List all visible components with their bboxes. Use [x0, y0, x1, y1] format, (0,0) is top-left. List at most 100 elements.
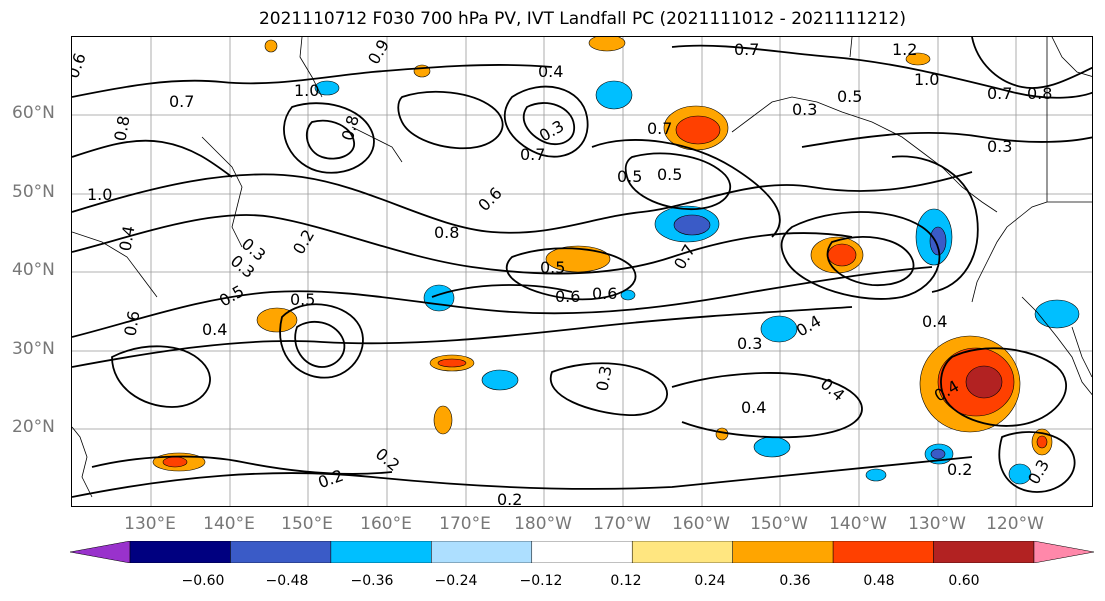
colorbar-segment — [933, 541, 1035, 563]
negative-anomaly-patch — [620, 289, 636, 301]
positive-anomaly-patch — [675, 115, 721, 145]
colorbar-segments — [70, 541, 1095, 563]
lon-label: 180°W — [514, 514, 572, 534]
contour-label: 0.3 — [737, 334, 762, 353]
contour-label: 0.5 — [540, 258, 565, 277]
map-canvas: 0.7 0.6 0.8 1.0 0.8 0.9 0.4 0.3 1.2 1.0 … — [72, 37, 1092, 507]
negative-anomaly-patch — [595, 80, 633, 110]
positive-anomaly-patch — [715, 427, 729, 441]
contour-label: 0.5 — [290, 290, 315, 309]
contour-label: 0.2 — [315, 466, 345, 493]
negative-anomaly-patch — [314, 80, 340, 96]
contour-label: 0.8 — [110, 114, 133, 142]
positive-anomaly-patch — [256, 307, 298, 333]
colorbar-extend-high — [1033, 541, 1095, 563]
lat-label: 60°N — [12, 103, 55, 123]
graticule — [72, 37, 1092, 506]
contour-label: 0.9 — [364, 37, 393, 68]
contour-label: 0.4 — [538, 62, 563, 81]
positive-anomaly-patch — [965, 365, 1003, 399]
colorbar-extend-low — [70, 541, 131, 563]
map-panel: 0.7 0.6 0.8 1.0 0.8 0.9 0.4 0.3 1.2 1.0 … — [71, 36, 1093, 507]
lon-label: 160°W — [672, 514, 730, 534]
colorbar-tick: 0.36 — [779, 573, 811, 589]
positive-anomaly-patch — [413, 64, 431, 78]
colorbar-segment — [129, 541, 231, 563]
positive-anomaly-patch — [264, 39, 278, 53]
colorbar-segment — [732, 541, 834, 563]
contour-label: 0.6 — [474, 183, 505, 214]
contour-label: 0.7 — [520, 145, 545, 164]
lat-label: 40°N — [12, 260, 55, 280]
contour-label: 0.2 — [497, 490, 522, 507]
contour-label: 0.8 — [434, 223, 459, 242]
colorbar-segment — [531, 541, 633, 563]
colorbar-tick: 0.60 — [948, 573, 980, 589]
contour-label: 0.3 — [592, 364, 615, 392]
negative-anomaly-patch — [1034, 299, 1080, 329]
colorbar-tick: −0.24 — [434, 573, 478, 589]
colorbar-tick: 0.48 — [863, 573, 895, 589]
lon-label: 140°E — [203, 514, 255, 534]
negative-anomaly-patch — [1008, 463, 1032, 485]
negative-anomaly-patch — [865, 468, 887, 482]
contour-label: 0.8 — [338, 113, 363, 143]
contour-label: 0.5 — [657, 165, 682, 184]
pv-contours — [72, 37, 1092, 498]
positive-anomaly-patch — [1036, 435, 1048, 449]
colorbar-tick: −0.36 — [350, 573, 394, 589]
negative-anomaly-patch — [930, 448, 946, 460]
contour-label: 0.3 — [792, 100, 817, 119]
contour-label: 1.2 — [892, 40, 917, 59]
colorbar-tick: −0.48 — [265, 573, 309, 589]
contour-label: 0.3 — [987, 137, 1012, 156]
contour-label: 0.4 — [793, 311, 825, 340]
contour-label: 0.8 — [1027, 84, 1052, 103]
positive-anomaly-patch — [827, 243, 857, 267]
colorbar-tick: −0.12 — [519, 573, 563, 589]
negative-anomaly-patch — [760, 315, 798, 343]
coastlines — [72, 37, 1092, 498]
contour-label: 0.5 — [216, 281, 248, 310]
contour-label: 0.7 — [647, 119, 672, 138]
colorbar-segment — [330, 541, 432, 563]
contour-label: 0.6 — [120, 309, 143, 337]
negative-anomaly-patch — [481, 369, 519, 391]
negative-anomaly-patch — [929, 226, 947, 256]
colorbar-segment — [230, 541, 332, 563]
negative-anomaly-patch — [423, 284, 455, 312]
contour-label: 0.4 — [202, 320, 227, 339]
lon-label: 140°W — [829, 514, 887, 534]
contour-label: 0.7 — [987, 84, 1012, 103]
contour-label: 0.2 — [947, 460, 972, 479]
contour-label: 1.0 — [87, 185, 112, 204]
colorbar-tick: 0.12 — [610, 573, 642, 589]
contour-label: 1.0 — [294, 81, 319, 100]
contour-label: 0.6 — [555, 287, 580, 306]
lon-label: 170°E — [439, 514, 491, 534]
contour-label: 0.6 — [72, 50, 90, 80]
contour-label: 0.4 — [922, 312, 947, 331]
positive-anomaly-patch — [437, 358, 467, 368]
lon-label: 130°W — [908, 514, 966, 534]
lat-label: 20°N — [12, 417, 55, 437]
contour-label: 0.7 — [169, 92, 194, 111]
contour-label: 0.5 — [837, 87, 862, 106]
positive-anomaly-patch — [588, 37, 626, 52]
lat-label: 30°N — [12, 339, 55, 359]
contour-label: 0.2 — [372, 444, 404, 475]
positive-anomaly-patch — [905, 52, 931, 66]
colorbar-segment — [431, 541, 533, 563]
lon-label: 160°E — [360, 514, 412, 534]
colorbar-segment — [832, 541, 934, 563]
contour-label: 0.2 — [289, 226, 318, 258]
colorbar-tick: 0.24 — [694, 573, 726, 589]
colorbar — [70, 541, 1095, 563]
positive-anomaly-patch — [545, 245, 611, 273]
contour-label: 0.7 — [670, 241, 699, 273]
lon-label: 120°W — [986, 514, 1044, 534]
colorbar-tick: −0.60 — [181, 573, 225, 589]
contour-label: 0.4 — [115, 224, 138, 252]
lon-label: 150°E — [281, 514, 333, 534]
contour-label: 0.3 — [1024, 456, 1053, 488]
